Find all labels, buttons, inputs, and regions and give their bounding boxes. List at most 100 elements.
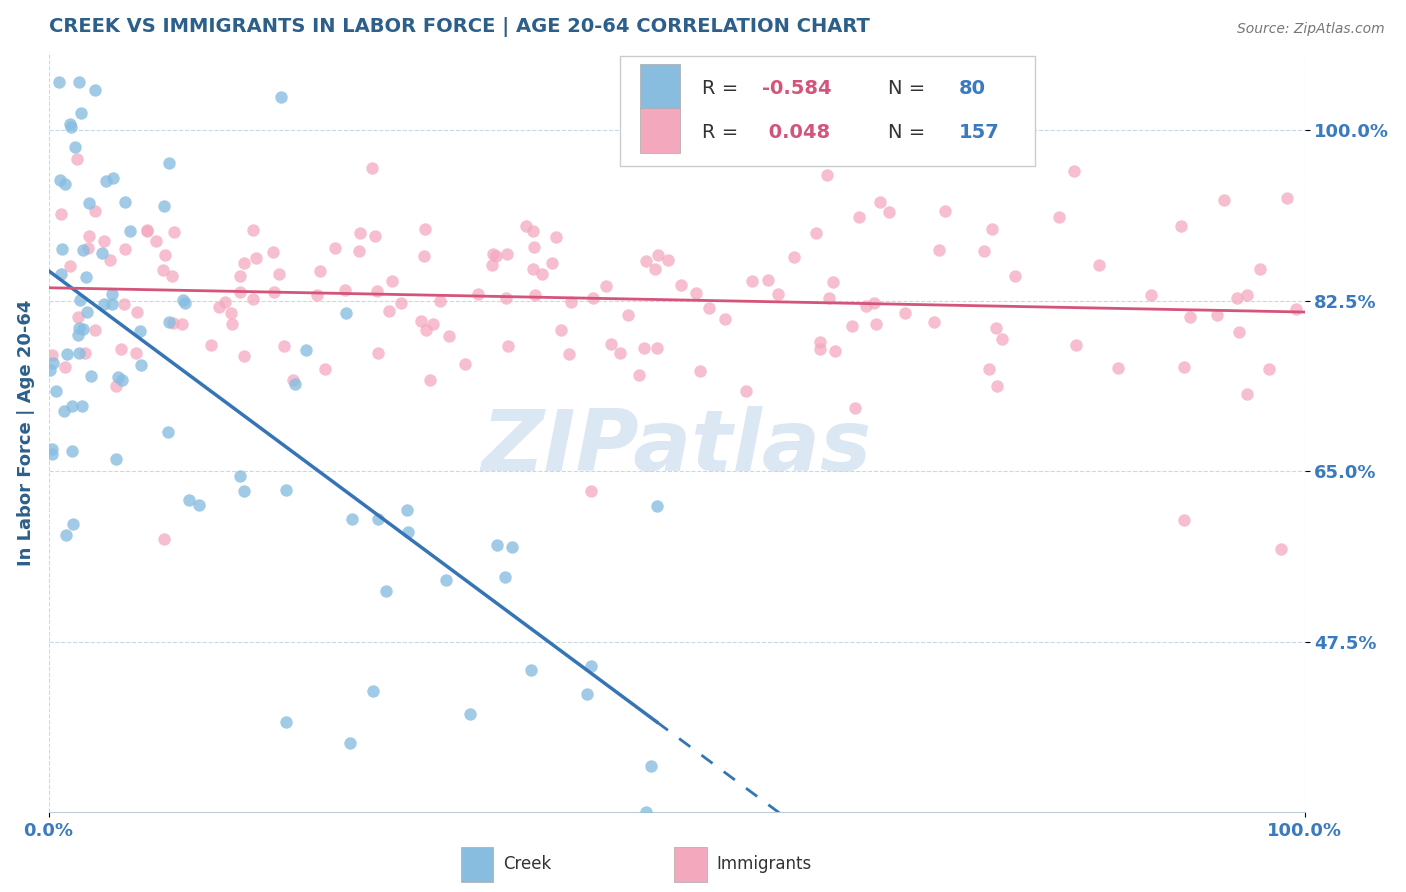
Point bbox=[274, 483, 297, 497]
Point bbox=[458, 706, 481, 721]
Text: 157: 157 bbox=[959, 123, 1000, 142]
Point bbox=[101, 170, 124, 185]
Point bbox=[41, 447, 63, 461]
Point bbox=[112, 297, 135, 311]
Point bbox=[208, 300, 231, 314]
Point bbox=[486, 539, 509, 553]
Point bbox=[634, 253, 657, 268]
Point bbox=[41, 442, 63, 456]
Point bbox=[697, 301, 720, 316]
Point bbox=[560, 295, 582, 310]
Point bbox=[647, 342, 669, 356]
Point bbox=[645, 499, 668, 513]
Text: Source: ZipAtlas.com: Source: ZipAtlas.com bbox=[1237, 22, 1385, 37]
Point bbox=[174, 295, 197, 310]
Point bbox=[422, 317, 444, 331]
Point bbox=[48, 75, 70, 89]
Point bbox=[1047, 210, 1070, 224]
Point bbox=[79, 228, 101, 243]
Point bbox=[1173, 513, 1195, 527]
Y-axis label: In Labor Force | Age 20-64: In Labor Force | Age 20-64 bbox=[17, 299, 35, 566]
Point bbox=[824, 343, 846, 358]
Point bbox=[815, 168, 838, 182]
Point bbox=[101, 286, 124, 301]
Point bbox=[841, 318, 863, 333]
Point bbox=[685, 285, 707, 300]
Point bbox=[314, 362, 336, 376]
Point bbox=[120, 224, 142, 238]
Point bbox=[105, 451, 128, 466]
Point bbox=[111, 373, 134, 387]
Point bbox=[1087, 258, 1109, 272]
Point bbox=[107, 370, 129, 384]
Point bbox=[349, 226, 371, 240]
Point bbox=[413, 249, 436, 263]
Point bbox=[267, 268, 290, 282]
Point bbox=[284, 376, 307, 391]
Point bbox=[152, 199, 174, 213]
Point bbox=[80, 369, 103, 384]
Point bbox=[83, 83, 105, 97]
Point bbox=[66, 327, 89, 342]
Point bbox=[1236, 288, 1258, 302]
Point bbox=[263, 285, 285, 299]
Point bbox=[877, 205, 900, 219]
Point bbox=[270, 90, 292, 104]
Point bbox=[579, 659, 602, 673]
Point bbox=[519, 663, 541, 677]
Point bbox=[1257, 362, 1279, 376]
Point bbox=[434, 574, 457, 588]
Point bbox=[60, 120, 83, 134]
Point bbox=[59, 259, 82, 273]
Point bbox=[177, 493, 200, 508]
Point bbox=[367, 345, 389, 359]
Point bbox=[361, 684, 384, 698]
Point bbox=[530, 268, 553, 282]
Point bbox=[307, 287, 329, 301]
Point bbox=[644, 261, 666, 276]
Point bbox=[575, 688, 598, 702]
Point bbox=[94, 174, 117, 188]
Point bbox=[1063, 164, 1085, 178]
Point bbox=[229, 469, 252, 483]
Text: -0.584: -0.584 bbox=[762, 78, 831, 98]
Point bbox=[153, 247, 176, 261]
FancyBboxPatch shape bbox=[640, 64, 681, 109]
Point bbox=[77, 196, 100, 211]
Point bbox=[72, 243, 94, 257]
Point bbox=[55, 528, 77, 542]
Point bbox=[245, 251, 267, 265]
Point bbox=[495, 291, 517, 305]
Text: R =: R = bbox=[702, 78, 744, 98]
Point bbox=[844, 401, 866, 415]
Point bbox=[163, 225, 186, 239]
Point bbox=[200, 338, 222, 352]
Point bbox=[1236, 387, 1258, 401]
Point bbox=[515, 219, 537, 233]
Point bbox=[65, 140, 87, 154]
Point bbox=[114, 242, 136, 256]
Point bbox=[783, 250, 806, 264]
Point bbox=[367, 512, 389, 526]
Point bbox=[1212, 193, 1234, 207]
Point bbox=[66, 310, 89, 324]
Point bbox=[817, 291, 839, 305]
Point bbox=[640, 758, 662, 772]
Point bbox=[188, 498, 211, 512]
Point bbox=[333, 283, 356, 297]
Point bbox=[415, 323, 437, 337]
Point bbox=[49, 267, 72, 281]
Point bbox=[494, 570, 516, 584]
Point bbox=[855, 299, 877, 313]
Point bbox=[485, 249, 508, 263]
Point bbox=[991, 332, 1014, 346]
Point bbox=[633, 342, 655, 356]
Point bbox=[1227, 325, 1250, 339]
Point bbox=[1226, 291, 1249, 305]
Point bbox=[894, 306, 917, 320]
Point bbox=[395, 503, 418, 517]
Point bbox=[73, 345, 96, 359]
Point bbox=[114, 194, 136, 209]
Point bbox=[84, 204, 107, 219]
Point bbox=[49, 173, 72, 187]
